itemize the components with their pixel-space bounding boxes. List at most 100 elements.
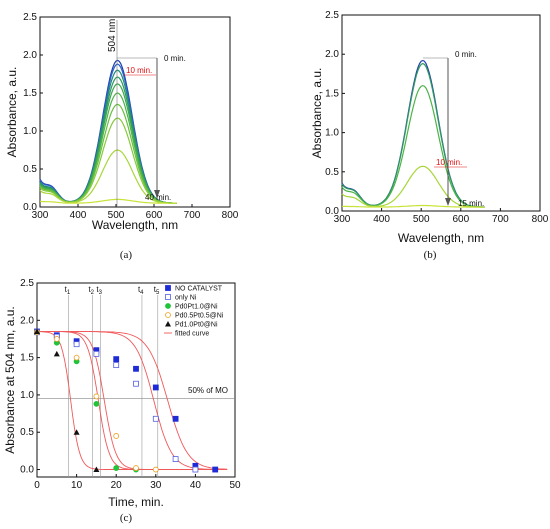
legend-label: fitted curve: [175, 331, 209, 338]
y-tick-label: 2.0: [20, 315, 34, 326]
time-marker-lines: t1 t2 t3 t4 t5: [65, 285, 160, 477]
y-tick-label: 2.0: [23, 50, 37, 61]
time-marker-label: t2: [88, 285, 94, 296]
axis-ticks: 300 400 500 600 700 800 0.0 0.5 1.0 1.5 2.0 2.5: [325, 10, 549, 225]
x-tick-label: 800: [532, 214, 549, 225]
x-axis-label: Wavelength, nm: [92, 218, 178, 232]
panel-a: 300 400 500 600 700 800 0.0 0.5 1.0 1.5 2.0 2.5 504…: [5, 12, 239, 261]
data-point: [133, 465, 139, 471]
x-tick-label: 700: [492, 214, 509, 225]
y-tick-label: 0.5: [23, 164, 37, 175]
data-point: [133, 365, 139, 372]
legend-marker: [165, 312, 171, 318]
start-annotation: 0 min.: [455, 50, 477, 59]
legend-label: only Ni: [175, 295, 197, 302]
panel-b: 300 400 500 600 700 800 0.0 0.5 1.0 1.5 2.0 2.5 0 m…: [310, 10, 549, 261]
y-tick-label: 0.0: [23, 202, 37, 213]
x-tick-label: 50: [229, 480, 241, 491]
legend-marker: [165, 321, 171, 327]
spectrum-line: [39, 103, 177, 204]
data-point: [93, 393, 100, 400]
axis-ticks: 300 400 500 600 700 800 0.0 0.5 1.0 1.5 2.0 2.5: [23, 12, 239, 221]
y-axis-label: Absorbance, a.u.: [5, 67, 19, 158]
data-point: [34, 328, 40, 334]
data-point: [113, 465, 120, 471]
data-point: [212, 466, 219, 473]
y-tick-label: 1.0: [325, 128, 339, 139]
trend-arrow-head: [445, 198, 451, 206]
fitted-curve: [37, 331, 228, 470]
plot-frame: [36, 282, 236, 478]
x-tick-label: 800: [222, 210, 239, 221]
peak-label: 504 nm: [107, 19, 118, 52]
trend-arrow-head: [154, 190, 160, 198]
legend-label: Pd0.5Pt0.5@Ni: [175, 313, 224, 320]
legend-label: NO CATALYST: [175, 286, 223, 293]
y-tick-label: 0.5: [325, 167, 339, 178]
y-axis-label: Absorbance at 504 nm, a.u.: [3, 306, 17, 453]
y-tick-label: 1.5: [23, 88, 37, 99]
data-point: [172, 456, 179, 462]
panel-caption: (c): [120, 512, 133, 524]
x-tick-label: 10: [71, 480, 83, 491]
spectrum-line: [341, 84, 485, 208]
end-annotation: 15 min.: [458, 199, 484, 208]
data-point: [113, 433, 120, 439]
legend-label: Pd0Pt1.0@Ni: [175, 304, 218, 311]
data-point: [73, 354, 80, 361]
x-tick-label: 600: [146, 210, 163, 221]
y-tick-label: 2.5: [23, 12, 37, 23]
data-point: [133, 380, 139, 387]
data-points: [34, 328, 219, 473]
fitted-curves: [37, 331, 228, 470]
reference-line-label: 50% of MO: [188, 386, 228, 395]
x-tick-label: 300: [32, 210, 49, 221]
y-tick-label: 0.0: [325, 206, 339, 217]
time-marker-label: t3: [96, 285, 102, 296]
x-axis-label: Time, min.: [108, 495, 164, 509]
plot-frame: [39, 16, 231, 208]
legend-marker: [165, 303, 171, 309]
time-marker-label: t1: [65, 285, 71, 296]
data-point: [53, 350, 60, 357]
y-tick-label: 1.5: [325, 88, 339, 99]
end-annotation: 40 min.: [145, 193, 171, 202]
x-tick-label: 500: [413, 214, 430, 225]
time-marker-subscript: 3: [99, 290, 103, 296]
fitted-curve: [37, 331, 228, 470]
panel-caption: (b): [424, 249, 437, 261]
y-tick-label: 1.5: [20, 353, 34, 364]
time-marker-subscript: 2: [91, 290, 95, 296]
mid-annotation: 10 min.: [436, 158, 462, 167]
x-tick-label: 400: [70, 210, 87, 221]
y-tick-label: 2.5: [325, 10, 339, 21]
x-tick-label: 700: [184, 210, 201, 221]
y-tick-label: 1.0: [23, 126, 37, 137]
legend-marker: [165, 285, 171, 291]
data-point: [113, 362, 120, 368]
data-point: [93, 400, 100, 407]
x-tick-label: 20: [111, 480, 123, 491]
y-tick-label: 0.0: [20, 465, 34, 476]
y-tick-label: 2.5: [20, 278, 34, 289]
x-tick-label: 400: [373, 214, 390, 225]
data-point: [73, 429, 80, 435]
axis-ticks: 0 10 20 30 40 50 0.0 0.5 1.0 1.5 2.0 2.5: [20, 278, 241, 491]
legend-marker: [165, 294, 171, 300]
mid-annotation: 10 min.: [126, 66, 152, 75]
data-point: [152, 466, 159, 473]
spectrum-line: [39, 92, 177, 204]
fitted-curve: [37, 331, 228, 470]
spectrum-line: [39, 83, 177, 204]
time-marker-subscript: 4: [140, 290, 144, 296]
y-tick-label: 0.5: [20, 427, 34, 438]
data-point: [113, 356, 120, 363]
panel-c: 0 10 20 30 40 50 0.0 0.5 1.0 1.5 2.0 2.5 t1 t2 t3 t4 t5…: [3, 278, 241, 524]
x-tick-label: 30: [150, 480, 162, 491]
x-tick-label: 300: [334, 214, 351, 225]
data-point: [93, 350, 100, 357]
spectrum-line: [341, 165, 485, 208]
plot-frame: [341, 14, 541, 212]
data-point: [192, 466, 199, 473]
